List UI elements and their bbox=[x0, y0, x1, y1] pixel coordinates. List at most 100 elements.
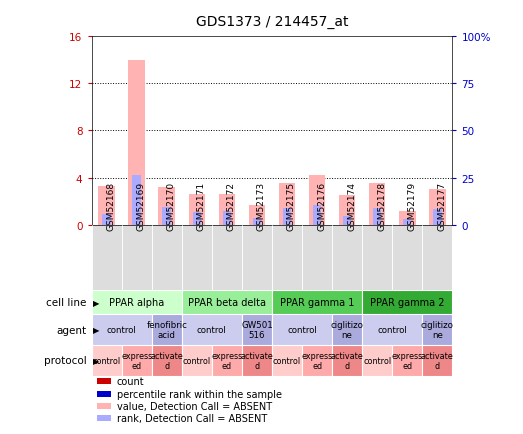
Bar bbox=[332, 315, 362, 345]
Text: GSM52171: GSM52171 bbox=[197, 181, 206, 230]
Text: control: control bbox=[107, 326, 137, 335]
Text: agent: agent bbox=[56, 325, 86, 335]
Bar bbox=[332, 225, 362, 290]
Bar bbox=[92, 345, 121, 376]
Text: count: count bbox=[117, 377, 144, 387]
Bar bbox=[399, 211, 416, 225]
Bar bbox=[98, 186, 115, 225]
Bar bbox=[152, 345, 181, 376]
Bar bbox=[369, 184, 385, 225]
Text: PPAR beta delta: PPAR beta delta bbox=[188, 297, 266, 307]
Bar bbox=[97, 378, 111, 385]
Bar bbox=[92, 315, 152, 345]
Bar bbox=[339, 196, 356, 225]
Text: GSM52172: GSM52172 bbox=[227, 181, 236, 230]
Bar bbox=[429, 190, 446, 225]
Bar bbox=[422, 225, 452, 290]
Text: GW501
516: GW501 516 bbox=[241, 321, 273, 339]
Bar bbox=[97, 391, 111, 397]
Text: percentile rank within the sample: percentile rank within the sample bbox=[117, 389, 282, 399]
Bar bbox=[272, 345, 302, 376]
Bar bbox=[242, 315, 272, 345]
Bar bbox=[313, 205, 321, 225]
Text: GSM52178: GSM52178 bbox=[377, 181, 386, 230]
Bar bbox=[433, 210, 441, 225]
Text: protocol: protocol bbox=[43, 355, 86, 365]
Text: activate
d: activate d bbox=[150, 351, 183, 370]
Bar bbox=[92, 290, 182, 315]
Text: control: control bbox=[273, 356, 301, 365]
Bar bbox=[242, 225, 272, 290]
Text: express
ed: express ed bbox=[301, 351, 333, 370]
Text: PPAR gamma 2: PPAR gamma 2 bbox=[370, 297, 445, 307]
Text: control: control bbox=[93, 356, 121, 365]
Text: activate
d: activate d bbox=[421, 351, 454, 370]
Bar bbox=[128, 60, 145, 225]
Bar bbox=[283, 209, 291, 225]
Text: GSM52170: GSM52170 bbox=[167, 181, 176, 230]
Text: express
ed: express ed bbox=[211, 351, 243, 370]
Text: PPAR gamma 1: PPAR gamma 1 bbox=[280, 297, 354, 307]
Bar bbox=[422, 345, 452, 376]
Bar bbox=[182, 290, 272, 315]
Bar bbox=[279, 184, 295, 225]
Bar bbox=[362, 290, 452, 315]
Text: GSM52175: GSM52175 bbox=[287, 181, 296, 230]
Bar bbox=[212, 345, 242, 376]
Text: value, Detection Call = ABSENT: value, Detection Call = ABSENT bbox=[117, 401, 272, 411]
Text: GSM52169: GSM52169 bbox=[137, 181, 145, 230]
Bar bbox=[272, 225, 302, 290]
Bar bbox=[152, 225, 181, 290]
Bar bbox=[188, 194, 205, 225]
Bar bbox=[92, 225, 121, 290]
Text: PPAR alpha: PPAR alpha bbox=[109, 297, 164, 307]
Text: control: control bbox=[363, 356, 391, 365]
Bar bbox=[332, 345, 362, 376]
Bar bbox=[309, 176, 325, 225]
Bar bbox=[272, 290, 362, 315]
Bar bbox=[181, 225, 212, 290]
Bar bbox=[97, 415, 111, 421]
Bar bbox=[373, 209, 381, 225]
Bar bbox=[392, 345, 422, 376]
Text: activate
d: activate d bbox=[241, 351, 274, 370]
Text: control: control bbox=[183, 356, 211, 365]
Bar bbox=[132, 176, 141, 225]
Bar bbox=[403, 219, 412, 225]
Bar bbox=[121, 345, 152, 376]
Bar bbox=[121, 225, 152, 290]
Text: express
ed: express ed bbox=[392, 351, 423, 370]
Text: GSM52173: GSM52173 bbox=[257, 181, 266, 230]
Bar bbox=[302, 225, 332, 290]
Bar bbox=[212, 225, 242, 290]
Bar bbox=[182, 315, 242, 345]
Bar bbox=[302, 345, 332, 376]
Bar bbox=[152, 315, 181, 345]
Text: control: control bbox=[378, 326, 407, 335]
Bar bbox=[272, 315, 332, 345]
Text: ciglitizo
ne: ciglitizo ne bbox=[331, 321, 363, 339]
Bar bbox=[392, 225, 422, 290]
Bar bbox=[362, 315, 422, 345]
Text: fenofibric
acid: fenofibric acid bbox=[146, 321, 187, 339]
Bar bbox=[192, 212, 201, 225]
Text: express
ed: express ed bbox=[121, 351, 152, 370]
Bar bbox=[343, 217, 351, 225]
Text: ▶: ▶ bbox=[93, 298, 99, 307]
Bar bbox=[103, 215, 111, 225]
Text: cell line: cell line bbox=[46, 297, 86, 307]
Bar bbox=[223, 211, 231, 225]
Text: rank, Detection Call = ABSENT: rank, Detection Call = ABSENT bbox=[117, 414, 267, 424]
Bar bbox=[362, 345, 392, 376]
Text: GSM52168: GSM52168 bbox=[107, 181, 116, 230]
Text: ▶: ▶ bbox=[93, 326, 99, 335]
Bar bbox=[182, 345, 212, 376]
Text: GSM52176: GSM52176 bbox=[317, 181, 326, 230]
Bar bbox=[158, 187, 175, 225]
Text: control: control bbox=[287, 326, 317, 335]
Text: activate
d: activate d bbox=[331, 351, 363, 370]
Text: GSM52179: GSM52179 bbox=[407, 181, 416, 230]
Text: ciglitizo
ne: ciglitizo ne bbox=[421, 321, 454, 339]
Text: control: control bbox=[197, 326, 226, 335]
Bar bbox=[97, 403, 111, 409]
